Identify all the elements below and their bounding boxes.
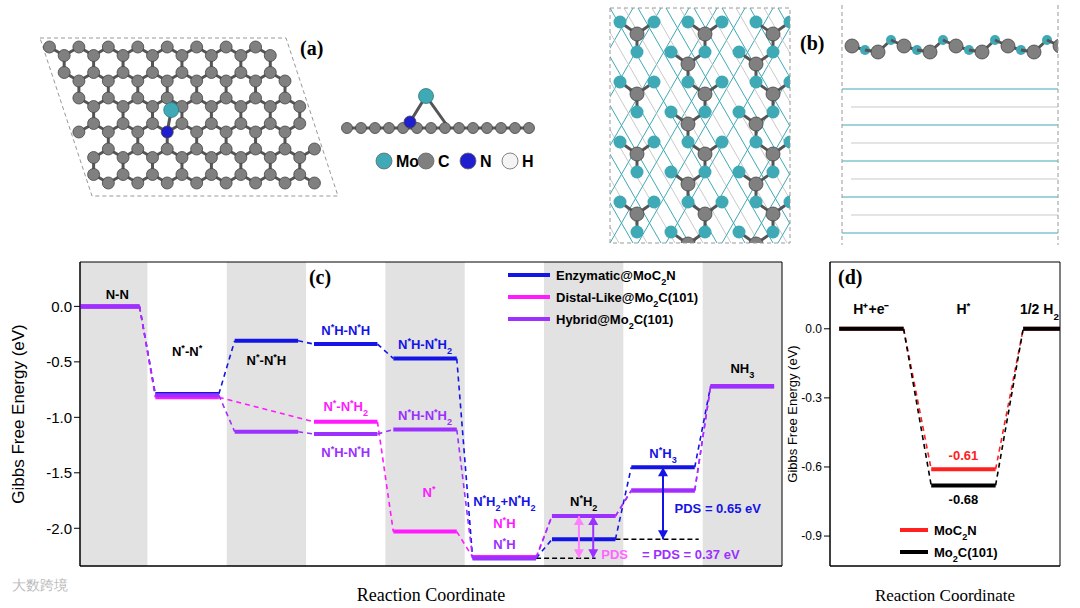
svg-text:N*H2+N*H2: N*H2+N*H2: [473, 493, 535, 513]
svg-text:(b): (b): [800, 32, 824, 55]
svg-text:PDS: PDS: [601, 547, 628, 562]
svg-text:PDS = 0.65 eV: PDS = 0.65 eV: [675, 501, 762, 516]
svg-text:0.0: 0.0: [805, 322, 822, 336]
svg-text:Reaction Coordinate: Reaction Coordinate: [357, 585, 505, 605]
svg-text:= PDS = 0.37 eV: = PDS = 0.37 eV: [642, 547, 740, 562]
svg-text:MoC2N: MoC2N: [934, 523, 977, 542]
svg-text:Mo: Mo: [396, 153, 419, 170]
svg-text:(a): (a): [300, 37, 323, 60]
svg-text:Enzymatic@MoC2N: Enzymatic@MoC2N: [556, 268, 676, 287]
svg-text:H: H: [522, 153, 534, 170]
svg-text:N*-N*: N*-N*: [172, 343, 203, 359]
svg-text:(d): (d): [838, 266, 862, 289]
svg-text:N*H-N*H2: N*H-N*H2: [398, 407, 452, 427]
svg-text:H⁺+e⁻: H⁺+e⁻: [853, 301, 889, 317]
svg-text:N*H2: N*H2: [570, 493, 597, 513]
svg-text:-0.3: -0.3: [801, 391, 822, 405]
svg-text:-0.68: -0.68: [949, 492, 979, 507]
svg-text:N*-N*H: N*-N*H: [247, 352, 287, 368]
svg-text:N*H3: N*H3: [649, 445, 676, 465]
svg-text:N*H-N*H: N*H-N*H: [321, 322, 370, 338]
svg-text:C: C: [438, 153, 450, 170]
svg-text:-0.5: -0.5: [46, 353, 72, 370]
svg-text:-2.0: -2.0: [46, 520, 72, 537]
svg-text:-0.61: -0.61: [949, 448, 979, 463]
svg-text:NH3: NH3: [730, 361, 754, 380]
svg-text:N: N: [480, 153, 492, 170]
svg-text:大数跨境: 大数跨境: [12, 577, 68, 593]
svg-text:-0.9: -0.9: [801, 529, 822, 543]
svg-text:Gibbs Free Energy (eV): Gibbs Free Energy (eV): [785, 345, 800, 482]
svg-text:-1.5: -1.5: [46, 464, 72, 481]
svg-text:N*H-N*H2: N*H-N*H2: [398, 336, 452, 356]
svg-text:(c): (c): [309, 266, 331, 289]
svg-text:Distal-Like@Mo2C(101): Distal-Like@Mo2C(101): [556, 290, 698, 309]
svg-text:1/2 H2: 1/2 H2: [1020, 301, 1059, 322]
svg-text:N-N: N-N: [106, 287, 129, 302]
svg-text:Hybrid@Mo2C(101): Hybrid@Mo2C(101): [556, 312, 673, 331]
svg-text:-0.6: -0.6: [801, 460, 822, 474]
svg-text:Reaction Coordinate: Reaction Coordinate: [875, 586, 1015, 605]
svg-text:Gibbs Free Energy (eV): Gibbs Free Energy (eV): [9, 324, 28, 504]
svg-text:Mo2C(101): Mo2C(101): [934, 545, 998, 564]
svg-text:N*-N*H2: N*-N*H2: [323, 398, 368, 418]
svg-text:H*: H*: [956, 300, 970, 318]
svg-text:N*H: N*H: [493, 536, 515, 552]
svg-text:N*H-N*H: N*H-N*H: [321, 444, 370, 460]
svg-text:N*: N*: [423, 484, 436, 500]
svg-text:-1.0: -1.0: [46, 409, 72, 426]
svg-text:0.0: 0.0: [51, 298, 72, 315]
svg-text:N*H: N*H: [493, 515, 515, 531]
